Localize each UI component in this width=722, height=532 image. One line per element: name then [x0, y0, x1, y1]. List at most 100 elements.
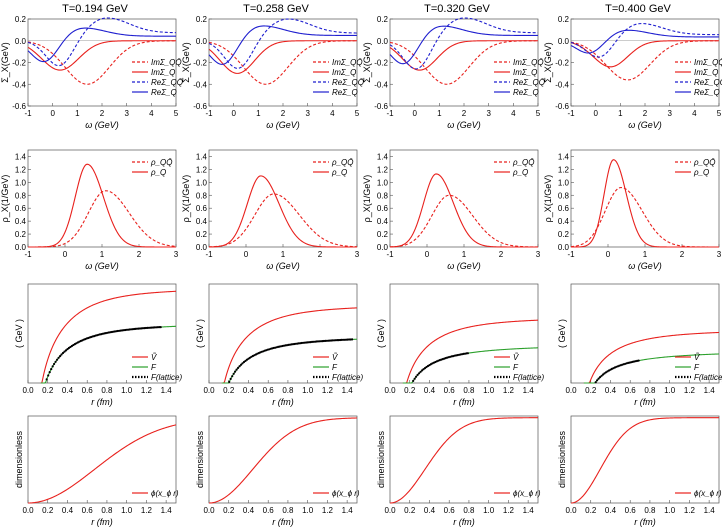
y-tick-label: 0.4: [196, 217, 208, 226]
v-tilde-line: [402, 319, 539, 384]
y-tick-label: 0.0: [558, 37, 570, 46]
column-title-3: T=0.320 GeV: [424, 3, 490, 15]
x-axis-label: r (fm): [634, 397, 656, 407]
im-sigma-q-line: [208, 40, 357, 74]
x-tick-label: 1.0: [302, 386, 314, 395]
y-tick-label: 0.0: [558, 243, 570, 252]
x-tick-label: 0.8: [644, 506, 656, 515]
x-tick-label: 5: [536, 109, 541, 118]
y-tick-label: 0.8: [558, 191, 570, 200]
plot-frame: [389, 415, 539, 504]
x-tick-label: 0.6: [444, 386, 456, 395]
x-axis-label: r (fm): [634, 517, 656, 527]
x-tick-label: 0.6: [625, 386, 637, 395]
x-tick-label: 2: [318, 250, 323, 259]
lattice-point: [235, 368, 238, 371]
x-tick-label: 1: [281, 250, 286, 259]
y-tick-label: 1.0: [377, 178, 389, 187]
x-tick-label: 0.4: [605, 386, 617, 395]
y-tick-label: 0.8: [15, 191, 27, 200]
column-title-4: T=0.400 GeV: [605, 3, 671, 15]
x-tick-label: 1.0: [483, 506, 495, 515]
x-tick-label: 0.4: [424, 506, 436, 515]
y-tick-label: 0.4: [377, 217, 389, 226]
x-tick-label: 2: [680, 250, 685, 259]
x-tick-label: 0.0: [565, 386, 577, 395]
x-axis-label: ω (GeV): [628, 120, 662, 130]
v-tilde-line: [40, 290, 177, 384]
panel-r1-c3: -1 0 1 2 3 4 5 -0.6 -0.4 -0.2 0.0 0.2 ω (GeV) Σ_X(GeV…: [362, 15, 545, 130]
y-tick-label: 0.0: [377, 243, 389, 252]
lattice-point: [232, 372, 235, 375]
y-tick-label: 0.6: [196, 204, 208, 213]
legend-entry: ϕ(x_ϕ r): [332, 489, 360, 498]
plot-frame: [27, 415, 177, 504]
lattice-point: [238, 365, 241, 368]
x-tick-label: -1: [205, 250, 213, 259]
panel-r4-c2: 0.0 0.2 0.4 0.6 0.8 1.0 1.2 1.4 r (fm) dimensionl…: [195, 415, 360, 527]
x-tick-label: 1.2: [322, 506, 334, 515]
lattice-point: [597, 377, 600, 380]
lattice-point: [237, 366, 240, 369]
panel-r3-c2: 0.0 0.2 0.4 0.6 0.8 1.0 1.2 1.4 r (fm) ( GeV ) ṼFF…: [195, 283, 363, 407]
column-title-1: T=0.194 GeV: [62, 3, 128, 15]
column-title-2: T=0.258 GeV: [243, 3, 309, 15]
y-axis-label: ( GeV ): [376, 319, 386, 348]
y-tick-label: 1.4: [196, 152, 208, 161]
x-tick-label: 0.2: [404, 386, 416, 395]
panel-r2-c4: -1 0 1 2 3 0.0 0.2 0.4 0.6 0.8 1.0 1.2 1.4 ω (GeV) ρ_X…: [543, 149, 722, 271]
lattice-point: [600, 374, 603, 377]
x-tick-label: 0.2: [585, 506, 597, 515]
lattice-point: [60, 353, 63, 356]
rho-q-line: [570, 159, 719, 248]
legend-entry: ReΣ_Q: [332, 88, 358, 97]
re-sigma-qq-line: [389, 17, 539, 70]
legend-entry: ρ_Q: [150, 168, 166, 177]
x-tick-label: 1.2: [322, 386, 334, 395]
legend-entry: ImΣ_Q: [513, 68, 537, 77]
y-tick-label: 0.4: [558, 217, 570, 226]
legend-entry: F: [332, 363, 338, 372]
lattice-point: [599, 376, 602, 379]
legend-entry: ImΣ_Q: [694, 68, 718, 77]
im-sigma-qq-line: [27, 40, 177, 85]
x-tick-label: 0: [606, 250, 611, 259]
y-tick-label: -0.6: [193, 102, 207, 111]
x-tick-label: 0: [231, 109, 236, 118]
x-tick-label: 3: [667, 109, 672, 118]
y-axis-label: ( GeV ): [14, 319, 24, 348]
legend-entry: ρ_Q: [331, 168, 347, 177]
panel-r1-c1: -1 0 1 2 3 4 5 -0.6 -0.4 -0.2 0.0 0.2 ω (GeV) Σ_X(GeV…: [0, 15, 183, 130]
lattice-point: [47, 374, 50, 377]
x-tick-label: 0.0: [22, 386, 34, 395]
x-tick-label: 0: [63, 250, 68, 259]
v-tilde-line: [583, 331, 720, 384]
x-tick-label: 0: [50, 109, 55, 118]
x-tick-label: 1.2: [503, 386, 515, 395]
x-tick-label: 0.2: [223, 506, 235, 515]
im-sigma-q-line: [389, 40, 538, 71]
y-tick-label: 1.4: [15, 152, 27, 161]
x-axis-label: ω (GeV): [85, 120, 119, 130]
legend-entry: ρ_QQ̄: [331, 158, 353, 167]
y-tick-label: 0.2: [15, 15, 27, 24]
legend-entry: ReΣ_Q: [694, 88, 720, 97]
x-tick-label: -1: [24, 109, 32, 118]
re-sigma-q-line: [570, 29, 719, 54]
lattice-point: [51, 365, 54, 368]
legend-entry: ReΣ_QQ̄: [694, 78, 722, 87]
y-axis-label: ρ_X(1/GeV): [0, 175, 10, 223]
v-tilde-line: [221, 307, 358, 384]
x-tick-label: 5: [355, 109, 360, 118]
x-tick-label: 0.8: [282, 386, 294, 395]
x-axis-label: ω (GeV): [628, 261, 662, 271]
x-tick-label: 1.0: [121, 506, 133, 515]
panel-r4-c3: 0.0 0.2 0.4 0.6 0.8 1.0 1.2 1.4 r (fm) dimensionl…: [376, 415, 541, 527]
x-tick-label: 0.8: [463, 386, 475, 395]
x-tick-label: 0.6: [82, 506, 94, 515]
y-tick-label: 1.0: [15, 178, 27, 187]
x-tick-label: -1: [386, 250, 394, 259]
x-axis-label: ω (GeV): [447, 261, 481, 271]
y-tick-label: 0.2: [196, 230, 208, 239]
